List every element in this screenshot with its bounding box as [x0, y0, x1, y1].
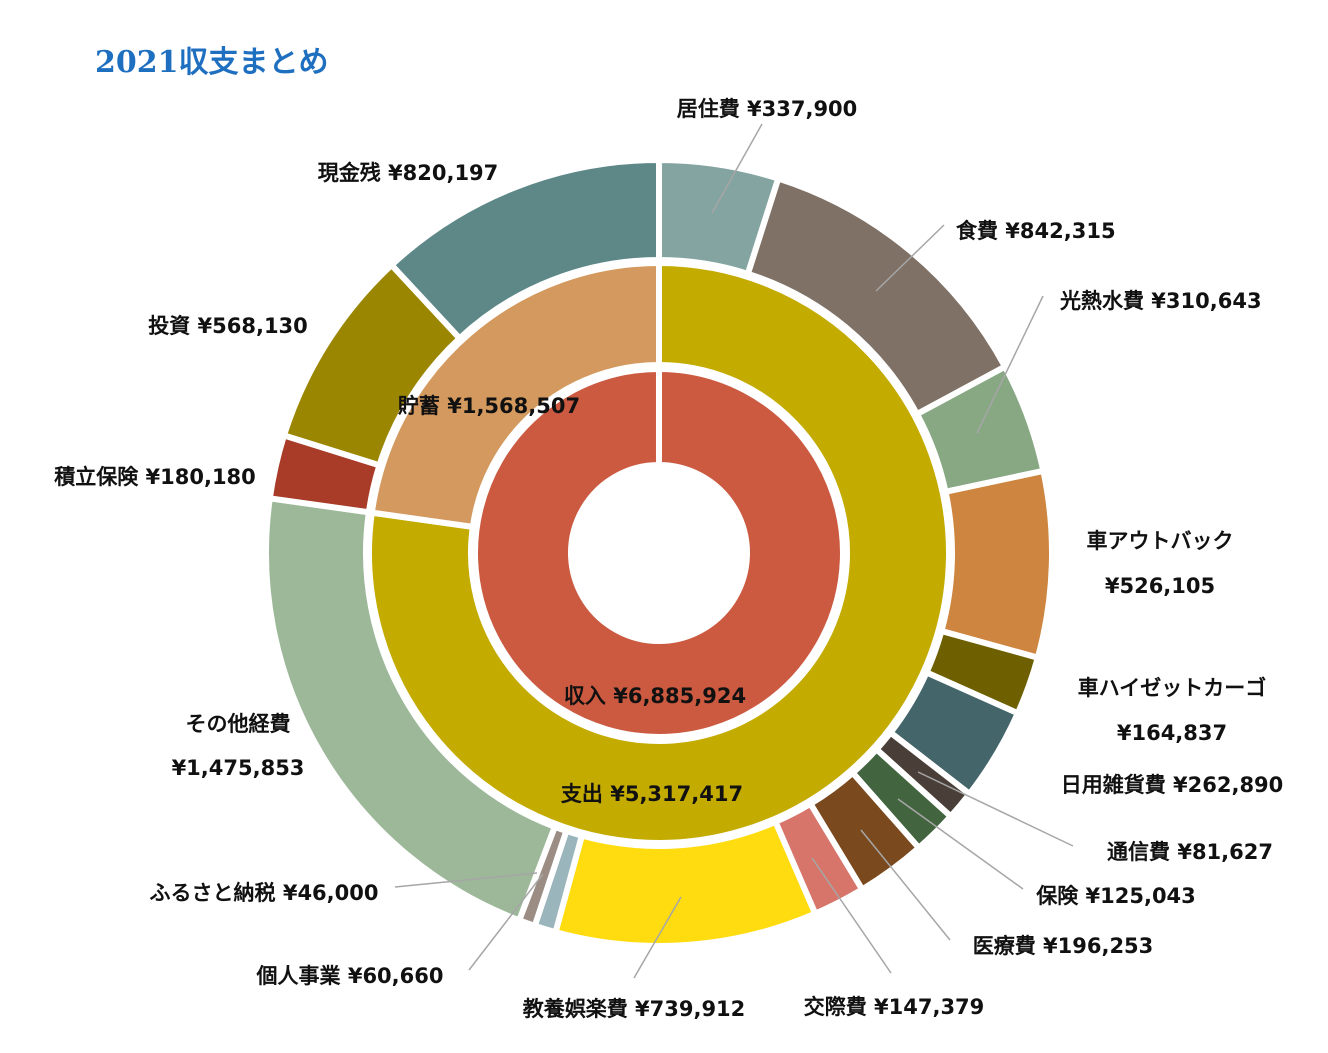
leader-line-outer-6 — [917, 771, 1074, 847]
data-label-middle-1: 貯蓄 ¥1,568,507 — [398, 394, 580, 418]
leader-line-outer-11 — [468, 873, 544, 971]
slice-middle-1 — [368, 259, 662, 531]
data-label-outer-4-line0: 車ハイゼットカーゴ — [1078, 676, 1267, 700]
data-label-outer-3-line0: 車アウトバック — [1087, 529, 1234, 553]
leader-line-outer-9 — [811, 857, 892, 974]
slice-outer-3 — [937, 467, 1055, 662]
labels: 収入 ¥6,885,924 支出 ¥5,317,417 貯蓄 ¥1,568,507 居… — [54, 97, 1283, 1021]
leader-line-outer-0 — [711, 123, 763, 214]
data-label-outer-0: 居住費 ¥337,900 — [677, 97, 858, 121]
leader-line-outer-8 — [860, 829, 951, 941]
leader-line-outer-1 — [875, 224, 945, 292]
data-label-outer-9: 交際費 ¥147,379 — [804, 995, 985, 1019]
data-label-outer-14: 積立保険 ¥180,180 — [54, 465, 256, 489]
data-label-outer-3-line1: ¥526,105 — [1105, 574, 1215, 598]
data-label-inner-0: 収入 ¥6,885,924 — [564, 684, 746, 708]
slice-outer-16 — [387, 156, 662, 343]
data-label-outer-7: 保険 ¥125,043 — [1035, 884, 1196, 908]
data-label-outer-10: 教養娯楽費 ¥739,912 — [523, 997, 746, 1021]
leader-lines — [394, 123, 1074, 979]
data-label-outer-12: ふるさと納税 ¥46,000 — [150, 881, 379, 905]
data-label-middle-0: 支出 ¥5,317,417 — [561, 782, 743, 806]
data-label-outer-11: 個人事業 ¥60,660 — [256, 964, 444, 988]
data-label-outer-8: 医療費 ¥196,253 — [973, 934, 1154, 958]
leader-line-outer-7 — [897, 798, 1024, 890]
slice-outer-13 — [263, 494, 559, 925]
slices — [263, 156, 1055, 949]
data-label-outer-16: 現金残 ¥820,197 — [318, 161, 499, 185]
data-label-outer-6: 通信費 ¥81,627 — [1107, 840, 1273, 864]
leader-line-outer-2 — [976, 295, 1044, 434]
data-label-outer-2: 光熱水費 ¥310,643 — [1059, 289, 1262, 313]
data-label-outer-5: 日用雑貨費 ¥262,890 — [1061, 773, 1284, 797]
data-label-outer-1: 食費 ¥842,315 — [956, 219, 1116, 243]
slice-inner-0 — [472, 365, 846, 740]
leader-line-outer-10 — [633, 896, 682, 979]
chart-title: 2021収支まとめ — [95, 45, 329, 80]
data-label-outer-13-line0: その他経費 — [186, 712, 291, 736]
data-label-outer-13-line1: ¥1,475,853 — [172, 756, 305, 780]
data-label-outer-4-line1: ¥164,837 — [1117, 721, 1227, 745]
data-label-outer-15: 投資 ¥568,130 — [148, 314, 308, 338]
slice-middle-0 — [366, 259, 952, 846]
leader-line-outer-12 — [394, 872, 538, 888]
